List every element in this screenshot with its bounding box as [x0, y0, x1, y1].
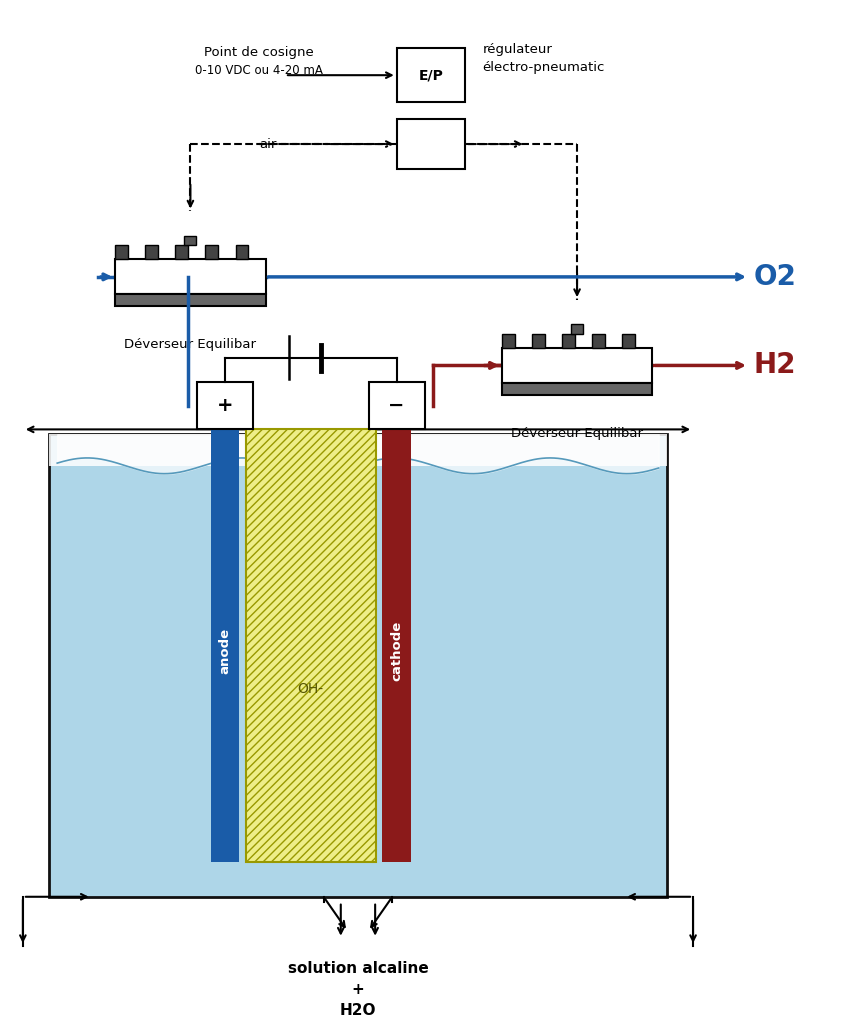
- Bar: [369, 382, 424, 429]
- Bar: [115, 259, 265, 295]
- Bar: [561, 334, 574, 348]
- Text: air: air: [259, 137, 276, 151]
- Text: Point de cosigne: Point de cosigne: [204, 46, 313, 59]
- Bar: [501, 383, 652, 394]
- Text: +: +: [216, 396, 232, 416]
- Text: régulateur
électro-pneumatic: régulateur électro-pneumatic: [482, 43, 604, 74]
- Bar: [205, 245, 218, 259]
- Bar: [501, 348, 652, 383]
- Bar: [115, 245, 128, 259]
- Text: H2: H2: [753, 351, 795, 380]
- Bar: [531, 334, 544, 348]
- Bar: [622, 334, 635, 348]
- Bar: [245, 429, 375, 862]
- Text: Déverseur Equilibar: Déverseur Equilibar: [124, 338, 256, 351]
- Bar: [235, 245, 248, 259]
- Bar: [501, 334, 514, 348]
- Bar: [396, 120, 465, 169]
- Bar: [184, 236, 196, 245]
- Text: O2: O2: [753, 263, 796, 291]
- Text: −: −: [388, 396, 405, 416]
- Text: OH-: OH-: [297, 682, 324, 695]
- Bar: [210, 429, 238, 862]
- Bar: [175, 245, 188, 259]
- Bar: [396, 48, 465, 102]
- Bar: [570, 325, 582, 334]
- Text: 0-10 VDC ou 4-20 mA: 0-10 VDC ou 4-20 mA: [195, 63, 323, 77]
- Bar: [115, 295, 265, 306]
- Text: E/P: E/P: [418, 69, 443, 82]
- Bar: [48, 434, 666, 897]
- Bar: [196, 382, 252, 429]
- Text: cathode: cathode: [390, 621, 403, 681]
- Text: anode: anode: [218, 628, 231, 674]
- Bar: [382, 429, 411, 862]
- Text: Déverseur Equilibar: Déverseur Equilibar: [511, 427, 642, 439]
- Text: solution alcaline
+
H2O: solution alcaline + H2O: [288, 961, 428, 1018]
- Bar: [146, 245, 158, 259]
- Bar: [48, 434, 666, 466]
- Bar: [592, 334, 604, 348]
